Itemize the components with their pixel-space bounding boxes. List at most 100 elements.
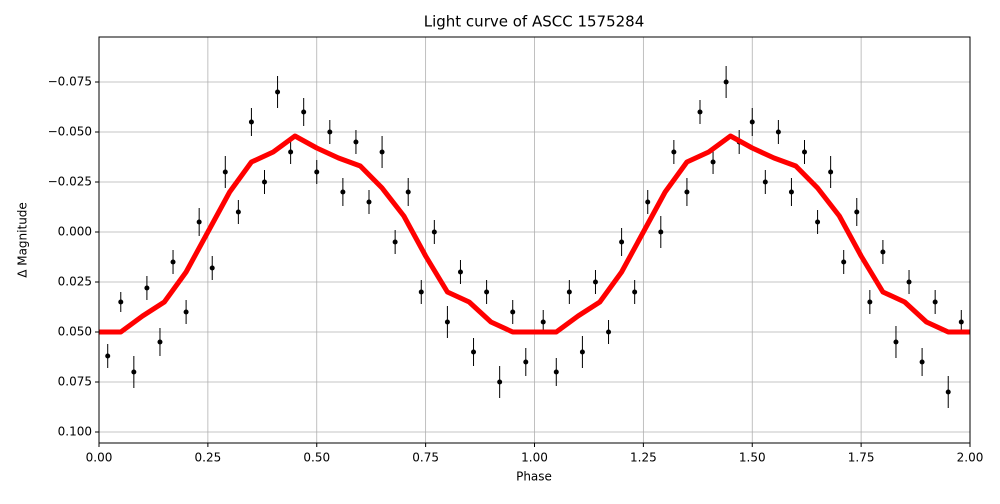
data-point bbox=[340, 178, 346, 206]
x-tick-label: 1.25 bbox=[630, 451, 657, 465]
data-point bbox=[366, 190, 372, 214]
data-point bbox=[788, 178, 794, 206]
point-marker bbox=[619, 239, 625, 245]
data-point bbox=[170, 250, 176, 274]
point-marker bbox=[854, 209, 860, 215]
x-axis-label: Phase bbox=[516, 470, 552, 484]
point-marker bbox=[275, 89, 281, 95]
data-point bbox=[932, 290, 938, 314]
data-point bbox=[854, 198, 860, 226]
data-point bbox=[431, 220, 437, 244]
point-marker bbox=[945, 389, 951, 395]
y-tick-label: 0.075 bbox=[58, 375, 92, 389]
data-point bbox=[697, 100, 703, 124]
point-marker bbox=[906, 279, 912, 285]
point-marker bbox=[392, 239, 398, 245]
point-marker bbox=[867, 299, 873, 305]
data-point bbox=[566, 280, 572, 304]
point-marker bbox=[815, 219, 821, 225]
point-marker bbox=[379, 149, 385, 155]
data-point bbox=[209, 256, 215, 280]
y-tick-label: −0.025 bbox=[48, 175, 92, 189]
point-marker bbox=[222, 169, 228, 175]
point-marker bbox=[261, 179, 267, 185]
point-marker bbox=[366, 199, 372, 205]
point-marker bbox=[301, 109, 307, 115]
point-marker bbox=[697, 109, 703, 115]
data-point bbox=[457, 260, 463, 284]
point-marker bbox=[710, 159, 716, 165]
point-marker bbox=[579, 349, 585, 355]
data-point bbox=[444, 306, 450, 338]
data-point bbox=[288, 140, 294, 164]
point-marker bbox=[802, 149, 808, 155]
data-point bbox=[906, 270, 912, 294]
data-point bbox=[802, 140, 808, 164]
data-point bbox=[645, 190, 651, 214]
data-point bbox=[919, 348, 925, 376]
data-point bbox=[392, 230, 398, 254]
data-point bbox=[405, 178, 411, 206]
data-point bbox=[353, 130, 359, 154]
data-point bbox=[815, 210, 821, 234]
data-point bbox=[235, 200, 241, 224]
plot-frame bbox=[98, 36, 971, 444]
point-marker bbox=[196, 219, 202, 225]
data-point bbox=[196, 208, 202, 236]
data-point bbox=[710, 150, 716, 174]
point-marker bbox=[788, 189, 794, 195]
point-marker bbox=[314, 169, 320, 175]
y-tick-label: −0.050 bbox=[48, 125, 92, 139]
point-marker bbox=[566, 289, 572, 295]
point-marker bbox=[658, 229, 664, 235]
data-point bbox=[327, 120, 333, 144]
data-point bbox=[841, 250, 847, 274]
data-point bbox=[157, 328, 163, 356]
point-marker bbox=[497, 379, 503, 385]
point-marker bbox=[606, 329, 612, 335]
x-tick-label: 0.75 bbox=[412, 451, 439, 465]
data-point bbox=[671, 140, 677, 164]
y-tick-label: −0.075 bbox=[48, 75, 92, 89]
data-point bbox=[762, 170, 768, 194]
point-marker bbox=[209, 265, 215, 271]
data-point bbox=[144, 276, 150, 300]
data-point bbox=[497, 366, 503, 398]
data-point bbox=[632, 280, 638, 304]
mean-curve bbox=[99, 133, 970, 335]
data-point bbox=[183, 300, 189, 324]
point-marker bbox=[592, 279, 598, 285]
point-marker bbox=[431, 229, 437, 235]
point-marker bbox=[105, 353, 111, 359]
x-tick-label: 0.00 bbox=[86, 451, 113, 465]
data-point bbox=[579, 336, 585, 368]
data-point bbox=[118, 292, 124, 312]
data-point bbox=[658, 216, 664, 248]
point-marker bbox=[919, 359, 925, 365]
x-tick-label: 1.00 bbox=[521, 451, 548, 465]
data-point bbox=[684, 178, 690, 206]
point-marker bbox=[327, 129, 333, 135]
data-point bbox=[592, 270, 598, 294]
point-marker bbox=[540, 319, 546, 325]
data-point bbox=[418, 280, 424, 304]
point-marker bbox=[553, 369, 559, 375]
x-tick-label: 0.50 bbox=[303, 451, 330, 465]
point-marker bbox=[932, 299, 938, 305]
point-marker bbox=[723, 79, 729, 85]
x-tick-label: 1.50 bbox=[739, 451, 766, 465]
data-point bbox=[261, 170, 267, 194]
point-marker bbox=[288, 149, 294, 155]
point-marker bbox=[880, 249, 886, 255]
chart-title: Light curve of ASCC 1575284 bbox=[424, 13, 645, 31]
x-tick-label: 2.00 bbox=[957, 451, 984, 465]
data-point bbox=[484, 280, 490, 304]
point-marker bbox=[248, 119, 254, 125]
data-point bbox=[275, 76, 281, 108]
x-tick-label: 0.25 bbox=[195, 451, 222, 465]
data-point bbox=[523, 348, 529, 376]
y-tick-label: 0.025 bbox=[58, 275, 92, 289]
point-marker bbox=[118, 299, 124, 305]
point-marker bbox=[471, 349, 477, 355]
x-tick-label: 1.75 bbox=[848, 451, 875, 465]
